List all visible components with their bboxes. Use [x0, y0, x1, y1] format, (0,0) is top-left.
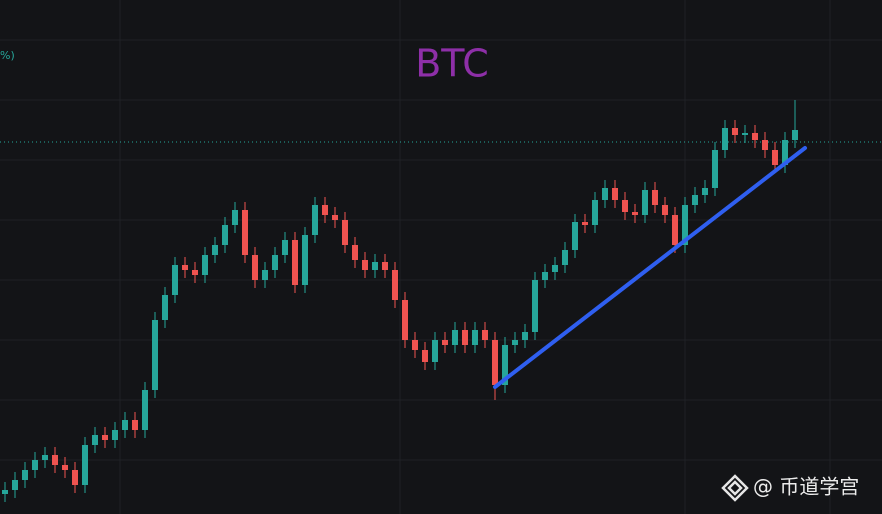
- candle-body: [392, 270, 398, 300]
- candle-body: [532, 280, 538, 332]
- candle-body: [102, 435, 108, 440]
- candle-body: [742, 133, 748, 135]
- candle-body: [282, 240, 288, 255]
- candle-body: [312, 205, 318, 235]
- trendline: [493, 146, 807, 389]
- watermark-logo: [721, 474, 749, 502]
- candle-body: [492, 340, 498, 385]
- candle-body: [192, 270, 198, 275]
- candle-body: [362, 260, 368, 270]
- candle-body: [592, 200, 598, 225]
- candle-body: [462, 330, 468, 345]
- candle-body: [22, 470, 28, 480]
- candle-body: [702, 188, 708, 195]
- candle-body: [732, 128, 738, 135]
- candle-body: [262, 270, 268, 280]
- candle-body: [502, 345, 508, 385]
- candle-body: [692, 195, 698, 205]
- candle-body: [382, 262, 388, 270]
- candle-body: [712, 150, 718, 188]
- candle-body: [472, 330, 478, 345]
- candle-body: [42, 455, 48, 460]
- candle-body: [672, 215, 678, 245]
- candle-body: [172, 265, 178, 295]
- candle-body: [82, 445, 88, 485]
- candle-body: [402, 300, 408, 340]
- candle-body: [622, 200, 628, 212]
- candle-body: [542, 272, 548, 280]
- candle-body: [562, 250, 568, 265]
- candle-body: [302, 235, 308, 285]
- candle-body: [632, 212, 638, 215]
- candle-body: [642, 190, 648, 215]
- candle-body: [452, 330, 458, 345]
- candle-body: [372, 262, 378, 270]
- candle-body: [792, 130, 798, 140]
- candle-body: [682, 205, 688, 245]
- candle-body: [132, 420, 138, 430]
- candle-body: [512, 340, 518, 345]
- candle-body: [662, 205, 668, 215]
- candle-body: [322, 205, 328, 215]
- candle-body: [552, 265, 558, 272]
- candle-body: [572, 222, 578, 250]
- candle-body: [612, 188, 618, 200]
- candle-body: [122, 420, 128, 430]
- candle-body: [222, 225, 228, 245]
- candle-body: [242, 210, 248, 255]
- candle-body: [342, 220, 348, 245]
- candle-body: [112, 430, 118, 440]
- candle-body: [182, 265, 188, 270]
- candle-body: [412, 340, 418, 350]
- candle-body: [722, 128, 728, 150]
- candle-body: [62, 465, 68, 470]
- chart-title: BTC: [415, 42, 489, 86]
- candle-body: [212, 245, 218, 255]
- candle-body: [522, 332, 528, 340]
- candle-body: [782, 140, 788, 165]
- candle-body: [142, 390, 148, 430]
- candle-body: [72, 470, 78, 485]
- candle-body: [32, 460, 38, 470]
- corner-text: %): [0, 49, 15, 62]
- candle-body: [582, 222, 588, 225]
- candle-body: [652, 190, 658, 205]
- candle-body: [92, 435, 98, 445]
- candle-body: [352, 245, 358, 260]
- candle-body: [482, 330, 488, 340]
- candle-body: [232, 210, 238, 225]
- candle-body: [52, 455, 58, 465]
- candle-body: [202, 255, 208, 275]
- candle-body: [432, 340, 438, 362]
- candle-body: [762, 140, 768, 150]
- candle-body: [772, 150, 778, 165]
- candles: [0, 100, 882, 502]
- candle-body: [752, 133, 758, 140]
- candle-body: [272, 255, 278, 270]
- candle-body: [422, 350, 428, 362]
- candle-body: [252, 255, 258, 280]
- candle-body: [12, 480, 18, 490]
- candle-body: [162, 295, 168, 320]
- watermark: @ 币道学宫: [753, 475, 859, 499]
- candle-body: [332, 215, 338, 220]
- candle-body: [602, 188, 608, 200]
- candle-body: [152, 320, 158, 390]
- candle-body: [2, 490, 8, 494]
- candle-body: [442, 340, 448, 345]
- candle-body: [292, 240, 298, 285]
